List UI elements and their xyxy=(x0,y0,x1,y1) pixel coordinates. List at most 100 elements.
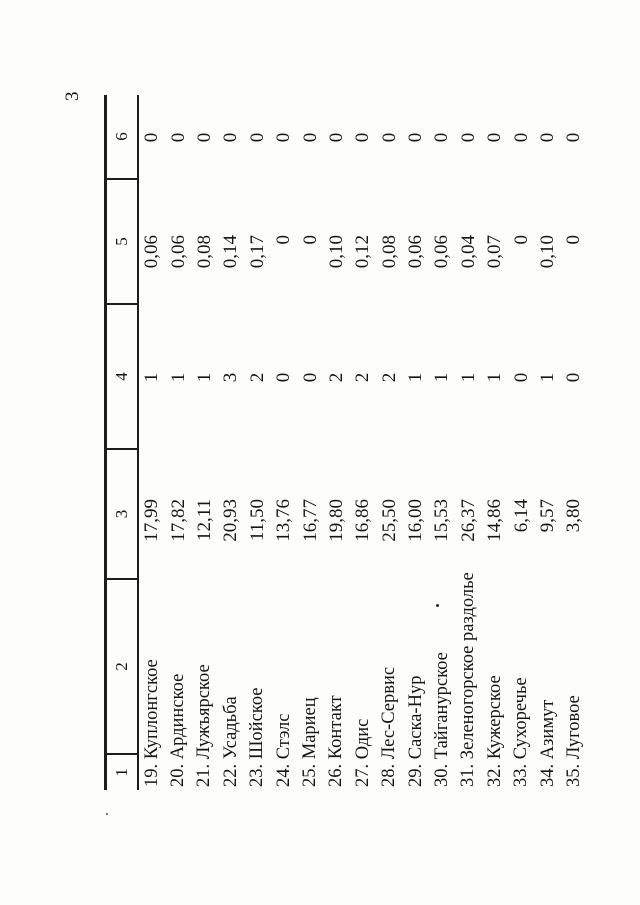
row-col6-cell: 0 xyxy=(246,132,268,143)
scan-artifact-dot xyxy=(106,813,108,815)
row-col3-cell: 3,80 xyxy=(563,499,585,533)
table-row: 28. Лес-Сервис 25,50 2 0,08 0 xyxy=(377,95,403,790)
row-name-cell: 20. Ардинское xyxy=(168,673,189,787)
table-row: 20. Ардинское 17,82 1 0,06 0 xyxy=(165,95,191,790)
row-col4-cell: 0 xyxy=(510,372,532,383)
row-col5-cell: 0,10 xyxy=(537,235,559,269)
row-name-cell: 21. Лужъярское xyxy=(194,664,215,787)
scan-artifact-dot xyxy=(436,604,439,607)
row-col6-cell: 0 xyxy=(141,132,163,143)
row-col5-cell: 0,17 xyxy=(246,235,268,269)
row-col3-cell: 25,50 xyxy=(378,499,400,542)
row-col6-cell: 0 xyxy=(220,132,242,143)
column-header: 3 xyxy=(107,450,137,580)
row-name-cell: 32. Кужерское xyxy=(484,675,505,787)
row-col3-cell: 19,80 xyxy=(325,499,347,542)
page-number: 3 xyxy=(62,91,83,101)
column-header: 1 xyxy=(112,768,131,777)
table-row: 19. Куплонгское 17,99 1 0,06 0 xyxy=(139,95,165,790)
row-name-cell: 28. Лес-Сервис xyxy=(379,666,400,787)
row-col4-cell: 1 xyxy=(431,372,453,383)
row-col6-cell: 0 xyxy=(378,132,400,143)
row-col5-cell: 0,06 xyxy=(141,235,163,269)
row-col3-cell: 6,14 xyxy=(510,499,532,533)
row-name-cell: 33. Сухоречье xyxy=(511,677,532,787)
row-name-cell: 24. Стэлс xyxy=(273,713,294,787)
row-name-cell: 34. Азимут xyxy=(537,699,558,787)
row-col6-cell: 0 xyxy=(352,132,374,143)
row-col3-cell: 15,53 xyxy=(431,499,453,542)
table-row: 27. Одис 16,86 2 0,12 0 xyxy=(350,95,376,790)
row-name-cell: 26. Контакт xyxy=(326,695,347,787)
row-col4-cell: 2 xyxy=(378,372,400,383)
row-col3-cell: 20,93 xyxy=(220,499,242,542)
row-col4-cell: 2 xyxy=(325,372,347,383)
column-header: 6 xyxy=(107,95,137,180)
row-col3-cell: 16,77 xyxy=(299,499,321,542)
row-col5-cell: 0,06 xyxy=(431,235,453,269)
row-name-cell: 22. Усадьба xyxy=(220,696,241,787)
row-col4-cell: 1 xyxy=(457,372,479,383)
row-col4-cell: 2 xyxy=(352,372,374,383)
row-col5-cell: 0,08 xyxy=(193,235,215,269)
table-row: 25. Мариец 16,77 0 0 0 xyxy=(297,95,323,790)
table-row: 32. Кужерское 14,86 1 0,07 0 xyxy=(482,95,508,790)
row-col3-cell: 16,86 xyxy=(352,499,374,542)
row-name-cell: 23. Шойское xyxy=(247,687,268,787)
row-col4-cell: 1 xyxy=(405,372,427,383)
row-name-cell: 29. Саска-Нур xyxy=(405,675,426,787)
row-col6-cell: 0 xyxy=(193,132,215,143)
table-row: 29. Саска-Нур 16,00 1 0,06 0 xyxy=(403,95,429,790)
row-col5-cell: 0 xyxy=(510,235,532,245)
row-col4-cell: 1 xyxy=(193,372,215,383)
row-name-cell: 19. Куплонгское xyxy=(141,659,162,787)
table-body: 19. Куплонгское 17,99 1 0,06 0 20. Ардин… xyxy=(139,95,588,790)
row-col4-cell: 0 xyxy=(563,372,585,383)
row-col4-cell: 0 xyxy=(273,372,295,383)
column-header: 4 xyxy=(107,305,137,450)
table-row: 23. Шойское 11,50 2 0,17 0 xyxy=(245,95,271,790)
row-col5-cell: 0,04 xyxy=(457,235,479,269)
row-col3-cell: 11,50 xyxy=(246,499,268,542)
row-name-cell: 31. Зеленогорское раздолье xyxy=(458,572,479,787)
row-col6-cell: 0 xyxy=(299,132,321,143)
row-name-cell: 30. Тайганурское xyxy=(431,652,452,787)
table-row: 21. Лужъярское 12,11 1 0,08 0 xyxy=(192,95,218,790)
row-col4-cell: 3 xyxy=(220,372,242,383)
row-col5-cell: 0,10 xyxy=(325,235,347,269)
table-row: 31. Зеленогорское раздолье 26,37 1 0,04 … xyxy=(456,95,482,790)
column-header: 2 xyxy=(107,580,137,755)
row-col5-cell: 0 xyxy=(273,235,295,245)
row-col6-cell: 0 xyxy=(273,132,295,143)
row-col3-cell: 26,37 xyxy=(457,499,479,542)
row-col6-cell: 0 xyxy=(325,132,347,143)
row-col5-cell: 0,14 xyxy=(220,235,242,269)
row-col6-cell: 0 xyxy=(484,132,506,143)
row-col4-cell: 1 xyxy=(484,372,506,383)
table-row: 35. Луговое 3,80 0 0 0 xyxy=(561,95,587,790)
row-col3-cell: 16,00 xyxy=(405,499,427,542)
row-col6-cell: 0 xyxy=(167,132,189,143)
row-col3-cell: 17,82 xyxy=(167,499,189,542)
row-col4-cell: 2 xyxy=(246,372,268,383)
row-col4-cell: 1 xyxy=(537,372,559,383)
row-col5-cell: 0 xyxy=(563,235,585,245)
row-col5-cell: 0,08 xyxy=(378,235,400,269)
row-col6-cell: 0 xyxy=(431,132,453,143)
table-row: 30. Тайганурское 15,53 1 0,06 0 xyxy=(429,95,455,790)
row-col6-cell: 0 xyxy=(510,132,532,143)
row-col4-cell: 0 xyxy=(299,372,321,383)
row-col4-cell: 1 xyxy=(167,372,189,383)
row-col4-cell: 1 xyxy=(141,372,163,383)
table-row: 22. Усадьба 20,93 3 0,14 0 xyxy=(218,95,244,790)
row-col3-cell: 9,57 xyxy=(537,499,559,533)
row-col3-cell: 12,11 xyxy=(193,499,215,542)
table-row: 33. Сухоречье 6,14 0 0 0 xyxy=(508,95,534,790)
row-col6-cell: 0 xyxy=(405,132,427,143)
row-col5-cell: 0,07 xyxy=(484,235,506,269)
row-col5-cell: 0,12 xyxy=(352,235,374,269)
